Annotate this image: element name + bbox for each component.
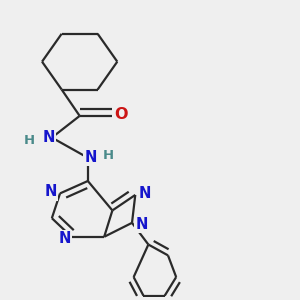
Text: N: N (84, 150, 97, 165)
Text: N: N (138, 186, 151, 201)
Text: N: N (45, 184, 57, 199)
Text: N: N (42, 130, 55, 145)
Text: O: O (114, 107, 127, 122)
Text: H: H (103, 149, 114, 162)
Text: N: N (59, 231, 71, 246)
Text: H: H (24, 134, 35, 147)
Text: N: N (136, 217, 148, 232)
